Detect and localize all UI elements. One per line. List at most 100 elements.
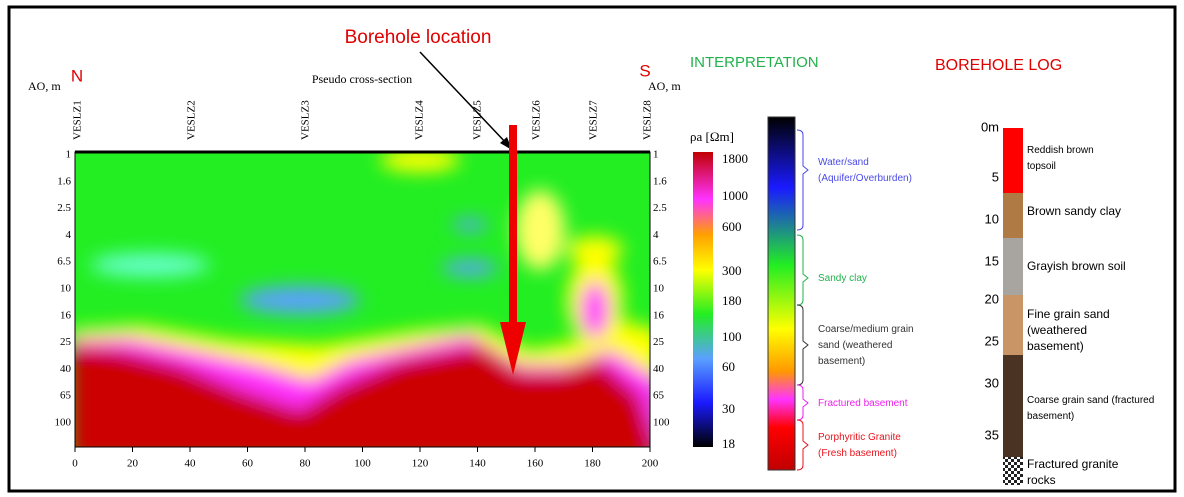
interpretation-title: INTERPRETATION [690, 54, 819, 71]
station-label: VESLZ7 [588, 100, 600, 140]
x-tick-label: 80 [300, 458, 312, 470]
unit-label-line: (Aquifer/Overburden) [818, 173, 912, 184]
log-layer [1003, 457, 1023, 485]
depth-label-left: 2.5 [57, 202, 71, 214]
x-tick-label: 140 [469, 458, 486, 470]
colorbar-tick-label: 600 [722, 219, 742, 234]
layer-label-line: (weathered [1027, 323, 1087, 337]
layer-label-line: Fine grain sand [1027, 307, 1110, 321]
depth-label-left: 10 [60, 283, 72, 295]
colorbar-tick-label: 180 [722, 293, 742, 308]
layer-label-line: Reddish brown [1027, 145, 1094, 156]
colorbar-tick-label: 30 [722, 401, 735, 416]
layer-label: Fine grain sand (weathered basement) [1027, 307, 1110, 353]
colorbar-tick-label: 300 [722, 263, 742, 278]
depth-label-right: 10 [653, 283, 665, 295]
depth-label-left: 1 [66, 149, 72, 161]
brace [796, 234, 809, 306]
x-tick-label: 180 [584, 458, 601, 470]
unit-label-line: sand (weathered [818, 340, 893, 351]
log-depth: 35 [985, 427, 999, 442]
unit-label-line: basement) [818, 356, 865, 367]
log-depth: 25 [985, 333, 999, 348]
depth-label-right: 65 [653, 390, 665, 402]
colorbar-label: ρa [Ωm] [690, 129, 734, 144]
title: Borehole location [345, 27, 492, 48]
unit-label-line: Sandy clay [818, 273, 867, 284]
pointer-line [419, 51, 509, 146]
log-layer [1003, 295, 1023, 355]
depth-label-left: 6.5 [57, 256, 71, 268]
brace [796, 419, 809, 471]
borehole-head [500, 322, 526, 375]
layer-label-line: Coarse grain sand (fractured [1027, 395, 1154, 406]
station-label: VESLZ8 [642, 100, 654, 140]
unit-label: Fractured basement [818, 398, 908, 409]
unit-label: Water/sand (Aquifer/Overburden) [818, 157, 912, 184]
log-layer [1003, 128, 1023, 193]
depth-label-left: 25 [60, 336, 72, 348]
layer-label-line: Brown sandy clay [1027, 204, 1121, 218]
layer-label-line: Grayish brown soil [1027, 259, 1126, 273]
depth-label-right: 25 [653, 336, 665, 348]
log-depth: 0m [981, 119, 999, 134]
layer-label: Brown sandy clay [1027, 204, 1121, 218]
brace [796, 384, 809, 421]
unit-label: Porphyritic Granite (Fresh basement) [818, 432, 901, 459]
log-depth: 5 [992, 169, 999, 184]
x-tick-label: 160 [527, 458, 544, 470]
station-label: VESLZ3 [300, 100, 312, 140]
unit-label-line: Water/sand [818, 157, 869, 168]
unit-label: Coarse/medium grain sand (weathered baseme… [818, 324, 914, 367]
colorbar-tick-label: 18 [722, 436, 735, 451]
depth-label-left: 65 [60, 390, 72, 402]
layer-label: Grayish brown soil [1027, 259, 1126, 273]
log-depth: 20 [985, 291, 999, 306]
layer-label-line: Fractured granite [1027, 457, 1119, 471]
x-tick-label: 60 [242, 458, 254, 470]
colorbar-tick-label: 60 [722, 359, 735, 374]
station-label: VESLZ6 [531, 100, 543, 140]
layer-label-line: basement) [1027, 411, 1074, 422]
interpretation-column [767, 116, 796, 471]
x-tick-label: 0 [72, 458, 78, 470]
section-title: Pseudo cross-section [312, 72, 412, 86]
depth-label-right: 4 [653, 229, 659, 241]
layer-label-line: rocks [1027, 473, 1056, 487]
layer-label: Fractured granite rocks [1027, 457, 1119, 487]
log-depth: 15 [985, 253, 999, 268]
colorbar-tick-label: 100 [722, 329, 742, 344]
colorbar-tick-label: 1800 [722, 151, 748, 166]
depth-label-right: 6.5 [653, 256, 667, 268]
pseudo-section [75, 152, 650, 447]
depth-label-right: 16 [653, 309, 665, 321]
station-label: VESLZ5 [472, 100, 484, 140]
x-tick-label: 100 [354, 458, 371, 470]
right-axis-label: AO, m [648, 79, 681, 93]
x-tick-label: 40 [185, 458, 197, 470]
layer-label-line: topsoil [1027, 161, 1056, 172]
unit-label: Sandy clay [818, 273, 867, 284]
log-title: BOREHOLE LOG [935, 57, 1062, 74]
depth-label-right: 40 [653, 363, 665, 375]
frame [7, 5, 1177, 493]
layer-label-line: basement) [1027, 339, 1084, 353]
unit-label-line: (Fresh basement) [818, 448, 897, 459]
x-tick-label: 20 [127, 458, 139, 470]
brace [796, 129, 809, 231]
station-label: VESLZ1 [72, 100, 84, 140]
unit-label-line: Porphyritic Granite [818, 432, 901, 443]
depth-label-left: 1.6 [57, 175, 71, 187]
log-layer [1003, 355, 1023, 457]
left-axis-label: AO, m [28, 79, 61, 93]
unit-label-line: Fractured basement [818, 398, 908, 409]
colorbar-tick-label: 1000 [722, 188, 748, 203]
colorbar [693, 152, 713, 447]
depth-label-left: 100 [55, 417, 72, 429]
x-tick-label: 120 [412, 458, 429, 470]
depth-label-left: 40 [60, 363, 72, 375]
depth-label-right: 2.5 [653, 202, 667, 214]
log-layer [1003, 238, 1023, 295]
depth-label-right: 1 [653, 149, 659, 161]
